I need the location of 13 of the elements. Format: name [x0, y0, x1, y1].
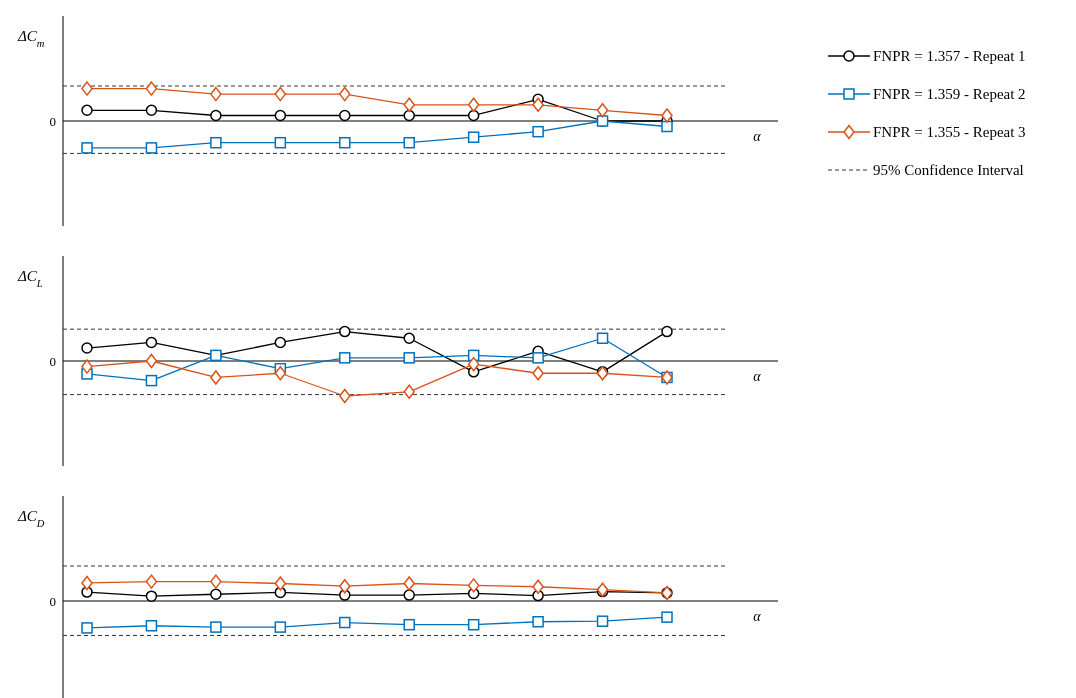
legend-label: 95% Confidence Interval — [873, 162, 1024, 179]
legend-label: FNPR = 1.359 - Repeat 2 — [873, 86, 1026, 103]
legend-label: FNPR = 1.357 - Repeat 1 — [873, 48, 1026, 65]
x-axis-title: α — [753, 369, 762, 384]
y-axis-title: ΔC$_{L}$ — [17, 268, 43, 289]
text: 0 — [49, 113, 56, 129]
y-axis-title: ΔC$_{m}$ — [17, 28, 45, 49]
y-axis-title: ΔC$_{D}$ — [17, 508, 45, 529]
x-axis-title: α — [753, 609, 762, 624]
x-axis-title: α — [753, 129, 762, 144]
legend-label: FNPR = 1.355 - Repeat 3 — [873, 124, 1026, 141]
annotation: 0 — [49, 593, 56, 609]
text: 0 — [49, 353, 56, 369]
